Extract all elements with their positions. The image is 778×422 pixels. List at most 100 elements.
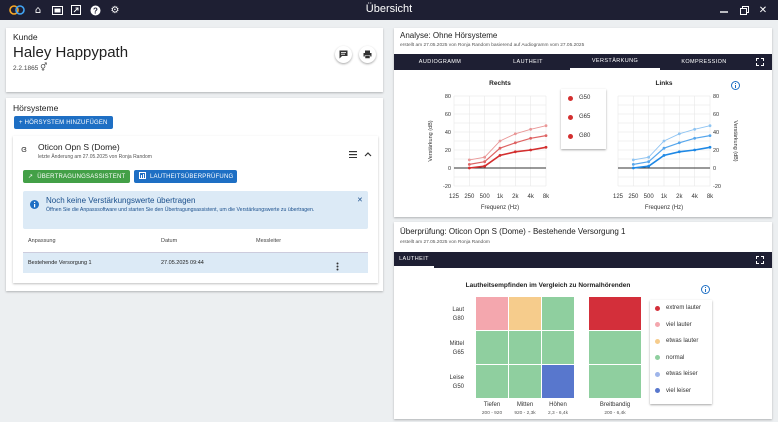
legend-dot xyxy=(655,322,660,327)
series-line-g50 xyxy=(633,125,711,161)
transfer-assistant-label: ÜBERTRAGUNGSASSISTENT xyxy=(37,173,126,180)
data-point-g50 xyxy=(708,124,712,128)
data-point-g50 xyxy=(693,127,697,131)
comment-button[interactable] xyxy=(335,46,352,63)
verification-tabbar: LAUTHEIT xyxy=(394,252,772,268)
info-alert-text: Öffnen Sie die Anpasssoftware und starte… xyxy=(46,207,315,213)
data-point-g65 xyxy=(498,146,502,150)
home-icon[interactable]: ⌂ xyxy=(34,4,42,16)
x-tick-label: 1k xyxy=(661,194,668,200)
heatmap-cell xyxy=(542,365,574,398)
restore-window-icon[interactable] xyxy=(737,3,751,17)
column-sublabel: 2,3 - 6,4k xyxy=(548,410,569,416)
y-tick-label: 40 xyxy=(445,130,451,136)
legend-label: extrem lauter xyxy=(666,305,702,311)
legend-item: viel lauter xyxy=(655,322,692,328)
legend-item-g65[interactable]: G65 xyxy=(568,114,590,120)
tab-amplification[interactable]: VERSTÄRKUNG xyxy=(570,54,660,70)
device-last-change: letzte Änderung am 27.05.2025 von Ronja … xyxy=(38,154,152,160)
svg-text:?: ? xyxy=(93,6,98,15)
tab-audiogram[interactable]: AUDIOGRAMM xyxy=(418,59,462,65)
data-point-g80 xyxy=(467,166,471,170)
transfer-assistant-button[interactable]: ↗ ÜBERTRAGUNGSASSISTENT xyxy=(23,170,130,183)
x-tick-label: 8k xyxy=(707,194,714,200)
chart-title: Links xyxy=(656,80,673,87)
screen-icon[interactable] xyxy=(50,3,64,17)
verification-card: Überprüfung: Oticon Opn S (Dome) - Beste… xyxy=(394,222,772,419)
help-icon[interactable]: ? xyxy=(88,3,102,17)
legend-item-g80[interactable]: G80 xyxy=(568,133,590,139)
series-line-g65 xyxy=(469,135,547,165)
data-point-g50 xyxy=(529,127,533,131)
row-menu-icon[interactable] xyxy=(336,258,339,276)
x-tick-label: 250 xyxy=(464,194,475,200)
analysis-title: Analyse: Ohne Hörsysteme xyxy=(400,31,498,40)
x-tick-label: 2k xyxy=(512,194,519,200)
x-tick-label: 8k xyxy=(543,194,550,200)
tab-loudness-verification[interactable]: LAUTHEIT xyxy=(394,252,434,268)
gender-icon: ⚥ xyxy=(40,63,48,72)
legend-item-g50[interactable]: G50 xyxy=(568,95,590,101)
legend-label: etwas lauter xyxy=(666,338,699,344)
loudness-check-button[interactable]: LAUTHEITSÜBERPRÜFUNG xyxy=(134,170,237,183)
export-icon[interactable] xyxy=(69,3,83,17)
top-app-bar: ⌂ ? ⚙ Übersicht ✕ xyxy=(0,0,778,20)
close-window-icon[interactable]: ✕ xyxy=(758,4,768,16)
table-row[interactable]: Bestehende Versorgung 1 27.05.2025 09:44 xyxy=(23,252,368,273)
tab-compression[interactable]: KOMPRESSION xyxy=(681,59,727,65)
legend-label-g80: G80 xyxy=(579,133,591,139)
settings-gear-icon[interactable]: ⚙ xyxy=(110,4,120,16)
legend-dot-g80 xyxy=(568,133,573,139)
y-tick-label: 60 xyxy=(713,112,719,118)
heatmap-title: Lautheitsempfinden im Vergleich zu Norma… xyxy=(465,282,631,289)
verification-title: Überprüfung: Oticon Opn S (Dome) - Beste… xyxy=(400,227,626,236)
row-sublabel: G50 xyxy=(453,384,465,390)
customer-birthdate: 2.2.1865 ⚥ xyxy=(13,63,47,72)
data-point-g65 xyxy=(693,136,697,140)
x-tick-label: 125 xyxy=(449,194,460,200)
trend-icon: ↗ xyxy=(28,173,34,180)
x-axis-label: Frequenz (Hz) xyxy=(645,205,683,211)
y-tick-label: -20 xyxy=(443,184,451,190)
data-point-g50 xyxy=(498,139,502,143)
data-point-g65 xyxy=(544,134,548,137)
legend-label-g50: G50 xyxy=(579,95,591,101)
column-sublabel: 920 - 2,3k xyxy=(514,410,536,416)
fullscreen-icon[interactable] xyxy=(756,256,764,266)
chart-info-icon[interactable] xyxy=(731,77,740,95)
fullscreen-icon[interactable] xyxy=(756,58,764,68)
y-tick-label: 60 xyxy=(445,112,451,118)
data-point-g80 xyxy=(498,154,502,157)
y-tick-label: 20 xyxy=(713,148,719,154)
data-point-g65 xyxy=(647,160,651,164)
data-point-g50 xyxy=(662,139,666,143)
info-close-icon[interactable]: ✕ xyxy=(357,196,363,204)
verification-subtitle: erstellt am 27.05.2025 von Ronja Random xyxy=(400,240,490,245)
collapse-chevron-icon[interactable] xyxy=(364,144,372,162)
data-point-g50 xyxy=(467,158,471,162)
y-tick-label: 40 xyxy=(713,130,719,136)
data-point-g80 xyxy=(483,164,487,168)
data-point-g80 xyxy=(708,145,712,149)
x-tick-label: 1k xyxy=(497,194,504,200)
menu-icon[interactable] xyxy=(349,145,357,163)
add-hearing-system-button[interactable]: + HÖRSYSTEM HINZUFÜGEN xyxy=(14,116,113,129)
app-logo-icon[interactable] xyxy=(8,3,26,17)
hearing-systems-heading: Hörsysteme xyxy=(13,103,59,113)
heatmap-info-icon[interactable] xyxy=(701,281,710,299)
fitting-table: Anpassung Datum Messleiter Bestehende Ve… xyxy=(23,236,368,276)
heatmap-cell xyxy=(542,331,574,364)
minimize-icon[interactable] xyxy=(717,3,731,17)
analysis-tabbar: AUDIOGRAMM LAUTHEIT VERSTÄRKUNG KOMPRESS… xyxy=(394,54,772,70)
row-label: Mittel xyxy=(450,341,464,347)
legend-label: viel lauter xyxy=(666,321,692,328)
loudness-heatmap: Laut G80 Mittel G65 Leise G50 Tiefen 200 - 920 M… xyxy=(450,297,641,416)
heatmap-cell xyxy=(589,331,641,364)
info-alert-title: Noch keine Verstärkungswerte übertragen xyxy=(46,196,196,205)
legend-dot xyxy=(655,388,660,393)
tab-loudness[interactable]: LAUTHEIT xyxy=(513,59,543,65)
print-button[interactable] xyxy=(359,46,376,63)
x-tick-label: 500 xyxy=(644,194,655,200)
data-point-g65 xyxy=(677,141,681,145)
row-label: Leise xyxy=(450,375,465,381)
